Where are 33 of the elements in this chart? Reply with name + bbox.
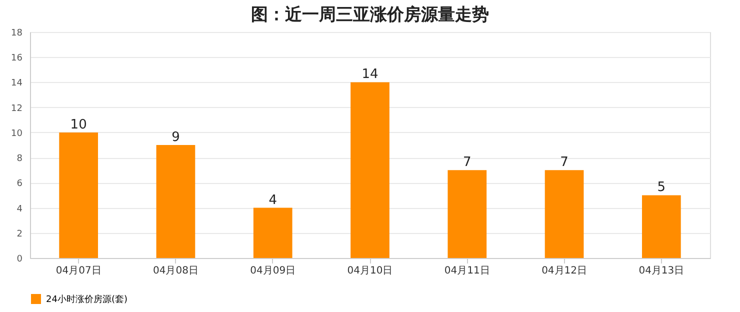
y-tick-label: 12 <box>11 104 22 114</box>
x-tick-label: 04月09日 <box>250 266 296 276</box>
legend-label: 24小时涨价房源(套) <box>46 294 128 305</box>
bar <box>253 208 292 258</box>
y-tick-label: 6 <box>16 179 23 190</box>
bar <box>448 170 487 258</box>
y-tick-label: 8 <box>16 154 23 164</box>
y-tick-label: 18 <box>11 28 23 38</box>
y-tick-label: 14 <box>11 78 23 89</box>
data-label: 7 <box>463 155 472 170</box>
bar <box>642 195 681 258</box>
bar <box>156 145 196 258</box>
x-tick-label: 04月12日 <box>542 266 588 276</box>
data-label: 7 <box>560 155 568 170</box>
data-label: 14 <box>362 67 378 82</box>
x-tick-label: 04月07日 <box>56 266 102 276</box>
y-tick-label: 0 <box>16 254 23 264</box>
y-tick-label: 4 <box>16 204 23 214</box>
chart-title: 图：近一周三亚涨价房源量走势 <box>251 5 489 25</box>
bar <box>544 170 584 258</box>
bar <box>350 82 390 258</box>
data-label: 9 <box>172 130 180 145</box>
y-tick-label: 16 <box>11 54 23 64</box>
x-tick-label: 04月13日 <box>638 266 684 276</box>
data-label: 4 <box>268 192 277 208</box>
data-label: 5 <box>657 180 666 196</box>
y-tick-label: 2 <box>16 229 22 240</box>
bar <box>59 132 98 258</box>
x-tick-label: 04月08日 <box>152 266 198 276</box>
data-label: 10 <box>70 117 87 132</box>
x-tick-label: 04月11日 <box>444 266 490 276</box>
y-tick-label: 10 <box>11 128 23 139</box>
x-tick-label: 04月10日 <box>347 266 393 276</box>
